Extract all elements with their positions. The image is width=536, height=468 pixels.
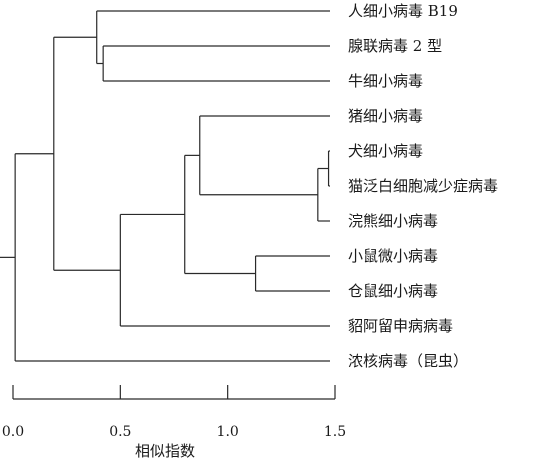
axis-ticks: 0.0 0.5 1.0 1.5 bbox=[2, 385, 346, 440]
leaf-label: 猫泛白细胞减少症病毒 bbox=[348, 177, 498, 195]
leaf-label: 仓鼠细小病毒 bbox=[348, 282, 438, 300]
leaf-label: 浣熊细小病毒 bbox=[348, 212, 438, 230]
axis-tick-label: 0.0 bbox=[2, 424, 24, 440]
dendrogram-branches bbox=[0, 10, 330, 362]
leaf-labels: 人细小病毒 B19 腺联病毒 2 型牛细小病毒猪细小病毒犬细小病毒猫泛白细胞减少症… bbox=[348, 2, 498, 370]
leaf-label: 腺联病毒 2 型 bbox=[348, 37, 442, 55]
axis-tick-label: 1.0 bbox=[217, 424, 239, 440]
leaf-label: 浓核病毒（昆虫） bbox=[348, 352, 468, 370]
axis-tick-label: 1.5 bbox=[324, 424, 346, 440]
axis-tick-label: 0.5 bbox=[109, 424, 131, 440]
leaf-label: 貂阿留申病病毒 bbox=[348, 317, 453, 335]
leaf-label: 犬细小病毒 bbox=[348, 142, 423, 160]
leaf-label: 猪细小病毒 bbox=[348, 107, 423, 125]
leaf-label: 人细小病毒 B19 bbox=[348, 2, 458, 20]
axis-title: 相似指数 bbox=[135, 442, 195, 460]
leaf-label: 牛细小病毒 bbox=[348, 72, 423, 90]
leaf-label: 小鼠微小病毒 bbox=[348, 247, 438, 265]
similarity-axis: 0.0 0.5 1.0 1.5 相似指数 bbox=[2, 385, 346, 460]
